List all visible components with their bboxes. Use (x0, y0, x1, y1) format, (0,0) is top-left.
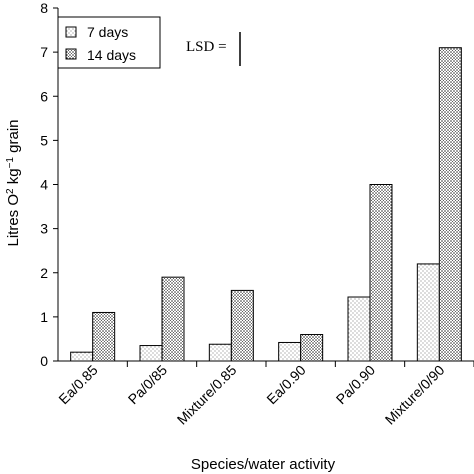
lsd-label: LSD = (186, 39, 227, 55)
lsd-annotation: LSD = (186, 32, 241, 66)
y-axis-title-part: grain (5, 119, 22, 157)
x-tick-label: Ea/0.85 (55, 362, 101, 408)
bar-7-days (278, 341, 302, 362)
x-ticks: Ea/0.85 Pa/0/85 Mixture/0.85 Ea/0.90 Pa/0.90… (55, 361, 474, 428)
y-axis-title-part: Litres O (5, 194, 22, 247)
legend-label-14-days: 14 days (87, 47, 136, 63)
y-tick-label: 4 (40, 177, 48, 193)
bar-14-days (161, 276, 185, 362)
bars (70, 47, 462, 362)
bar-7-days (70, 351, 94, 362)
bar-7-days (208, 343, 232, 362)
y-tick-label: 1 (40, 309, 48, 325)
legend-swatch-14-days (65, 48, 77, 60)
y-tick-label: 2 (40, 265, 48, 281)
bar-14-days (230, 289, 254, 362)
bar-14-days (300, 334, 324, 362)
y-tick-label: 8 (40, 0, 48, 16)
legend-frame (57, 16, 161, 69)
bar-7-days (347, 296, 371, 362)
x-tick-label: Mixture/0/90 (382, 362, 448, 428)
y-tick-label: 7 (40, 44, 48, 60)
y-tick-label: 3 (40, 221, 48, 237)
y-axis-title: Litres O2 kg−1 grain (5, 119, 23, 246)
bar-14-days (438, 47, 462, 362)
bar-7-days (416, 263, 440, 362)
legend: 7 days 14 days (57, 16, 161, 69)
y-ticks: 0 1 2 3 4 5 6 7 8 (40, 0, 58, 369)
bar-7-days (139, 345, 163, 362)
x-tick-label: Mixture/0.85 (174, 362, 240, 428)
x-tick-label: Ea/0.90 (263, 362, 309, 408)
y-tick-label: 6 (40, 88, 48, 104)
y-axis-title-superscript: −1 (5, 157, 16, 169)
y-axis-title-superscript: 2 (5, 188, 16, 194)
legend-swatch-7-days (65, 26, 77, 38)
bar-14-days (369, 184, 393, 362)
x-axis-title: Species/water activity (191, 456, 336, 473)
y-axis-title-part: kg (5, 168, 22, 188)
y-tick-label: 5 (40, 132, 48, 148)
bar-14-days (92, 311, 116, 362)
x-tick-label: Pa/0.90 (333, 362, 379, 408)
x-tick-label: Pa/0/85 (125, 362, 171, 408)
legend-label-7-days: 7 days (87, 24, 128, 40)
y-tick-label: 0 (40, 353, 48, 369)
